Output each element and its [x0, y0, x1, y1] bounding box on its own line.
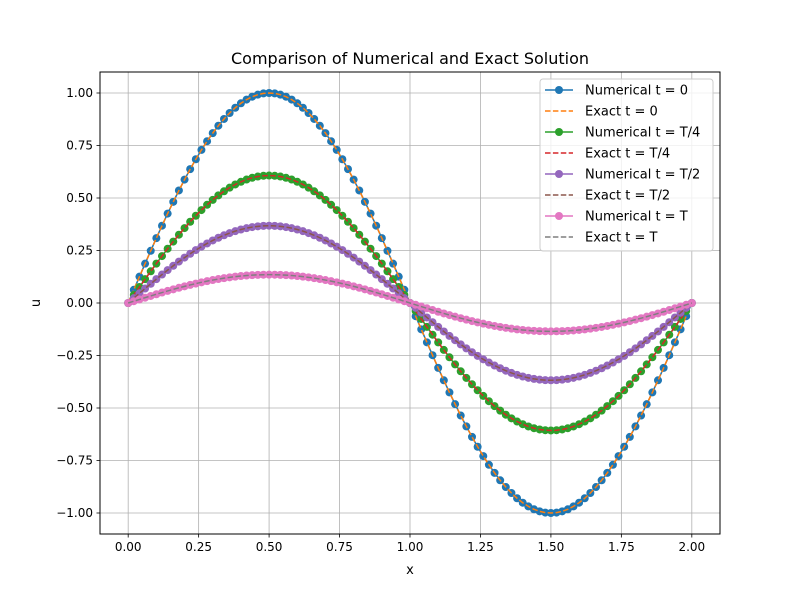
- x-tick-label: 0.00: [115, 540, 142, 554]
- legend-label: Numerical t = T/4: [585, 126, 700, 141]
- data-point: [422, 338, 431, 347]
- legend-label: Exact t = 0: [585, 105, 658, 120]
- data-point: [389, 259, 398, 268]
- legend-entry: Numerical t = T/4: [545, 126, 700, 141]
- legend-label: Numerical t = T/2: [585, 168, 700, 183]
- y-tick-label: 0.00: [66, 296, 93, 310]
- data-point: [468, 432, 476, 441]
- x-axis-label: x: [406, 563, 414, 578]
- x-tick-label: 1.25: [467, 540, 494, 554]
- series-layer: [124, 89, 696, 517]
- data-point: [152, 234, 161, 243]
- x-tick-label: 0.50: [256, 540, 283, 554]
- exact-line: [127, 174, 693, 432]
- legend-entry: Numerical t = T: [545, 210, 688, 225]
- data-point: [253, 270, 262, 279]
- data-point: [439, 376, 448, 385]
- legend-frame: [539, 78, 714, 252]
- x-tick-label: 2.00: [678, 540, 705, 554]
- y-tick-label: −0.75: [56, 454, 93, 468]
- legend-marker: [555, 128, 563, 136]
- legend-marker: [555, 212, 563, 220]
- data-point: [456, 411, 465, 420]
- y-tick-label: −0.50: [56, 401, 93, 415]
- legend-marker: [555, 86, 563, 94]
- x-tick-label: 1.00: [397, 540, 424, 554]
- data-point: [546, 327, 555, 336]
- data-point: [366, 209, 375, 218]
- data-point: [265, 171, 274, 180]
- x-axis-ticks: 0.00 0.25 0.50 0.75 1.00 1.25 1.50 1.75 2.00: [115, 534, 705, 554]
- y-axis-label: u: [29, 299, 44, 307]
- legend-label: Exact t = T/2: [585, 189, 670, 204]
- legend-label: Numerical t = T: [585, 210, 688, 225]
- series-exact-t-t: [127, 273, 693, 333]
- legend-entry: Exact t = T: [545, 231, 658, 246]
- exact-line: [127, 273, 693, 333]
- data-point: [654, 376, 662, 385]
- legend-entry: Exact t = T/2: [545, 189, 670, 204]
- data-point: [270, 270, 279, 279]
- x-tick-label: 1.75: [608, 540, 635, 554]
- legend-entry: Exact t = T/4: [545, 147, 670, 162]
- legend: Numerical t = 0 Exact t = 0 Numerical t = …: [539, 78, 714, 252]
- data-point: [479, 452, 488, 461]
- legend-marker: [555, 170, 563, 178]
- y-axis-ticks: −1.00 −0.75 −0.50 −0.25 0.00 0.25 0.50 0.75 1.00: [56, 86, 100, 520]
- legend-label: Numerical t = 0: [585, 84, 688, 99]
- y-tick-label: 1.00: [66, 86, 93, 100]
- y-tick-label: 0.50: [66, 191, 93, 205]
- legend-entry: Numerical t = 0: [545, 84, 688, 99]
- legend-label: Exact t = T/4: [585, 147, 670, 162]
- legend-entry: Exact t = 0: [545, 105, 658, 120]
- chart-title: Comparison of Numerical and Exact Soluti…: [231, 49, 589, 68]
- data-point: [276, 270, 285, 279]
- data-point: [541, 426, 550, 435]
- data-point: [637, 411, 646, 420]
- data-point: [625, 432, 634, 441]
- data-point: [265, 221, 274, 230]
- legend-label: Exact t = T: [585, 231, 658, 246]
- x-tick-label: 1.50: [538, 540, 565, 554]
- series-exact-t-t-4: [127, 174, 693, 432]
- x-tick-label: 0.25: [185, 540, 212, 554]
- x-tick-label: 0.75: [326, 540, 353, 554]
- legend-entry: Numerical t = T/2: [545, 168, 700, 183]
- y-tick-label: 0.75: [66, 139, 93, 153]
- y-tick-label: −0.25: [56, 349, 93, 363]
- data-point: [332, 145, 341, 154]
- y-tick-label: −1.00: [56, 506, 93, 520]
- y-tick-label: 0.25: [66, 244, 93, 258]
